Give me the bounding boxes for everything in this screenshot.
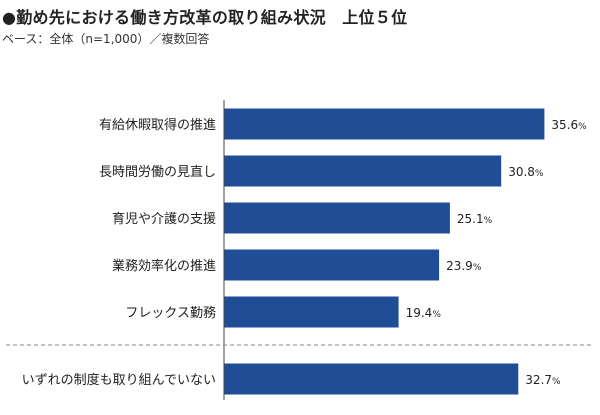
category-label-4: 業務効率化の推進 [112, 258, 216, 274]
value-label-2: 30.8% [508, 165, 544, 179]
value-label-6: 32.7% [525, 373, 561, 387]
bar-3 [224, 202, 450, 234]
bar-6 [224, 363, 519, 395]
chart-subtitle: ベース：全体（n=1,000）／複数回答 [2, 32, 210, 46]
value-label-5: 19.4% [406, 306, 442, 320]
value-label-1: 35.6% [551, 118, 587, 132]
bar-4 [224, 249, 440, 281]
bar-5 [224, 296, 399, 328]
bar-1 [224, 108, 545, 140]
value-label-4: 23.9% [446, 259, 482, 273]
bar-2 [224, 155, 502, 187]
category-label-1: 有給休暇取得の推進 [99, 117, 216, 133]
category-label-3: 育児や介護の支援 [112, 211, 216, 227]
category-label-5: フレックス勤務 [125, 306, 216, 321]
category-label-2: 長時間労働の見直し [99, 165, 216, 180]
value-label-3: 25.1% [457, 212, 493, 226]
chart-title: ●勤め先における働き方改革の取り組み状況 上位５位 [2, 8, 408, 27]
category-label-6: いずれの制度も取り組んでいない [22, 372, 216, 388]
